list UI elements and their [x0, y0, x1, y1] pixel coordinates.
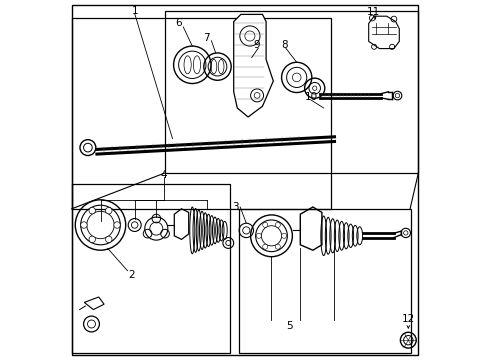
Text: 6: 6: [175, 18, 182, 28]
Circle shape: [89, 207, 95, 214]
Circle shape: [275, 244, 280, 249]
Text: 3: 3: [232, 202, 238, 212]
Text: 1: 1: [131, 6, 138, 16]
Bar: [165, 11, 418, 173]
Bar: [239, 209, 410, 353]
Circle shape: [114, 222, 120, 228]
Circle shape: [256, 233, 261, 238]
Circle shape: [81, 222, 87, 228]
Polygon shape: [233, 14, 273, 117]
Circle shape: [275, 222, 280, 228]
Text: 10: 10: [304, 92, 317, 102]
Text: 11: 11: [366, 6, 379, 17]
Circle shape: [105, 207, 112, 214]
Text: 4: 4: [160, 170, 166, 180]
Text: 9: 9: [253, 40, 260, 50]
Text: 7: 7: [203, 33, 209, 43]
Circle shape: [262, 222, 267, 228]
Text: 8: 8: [280, 40, 287, 50]
Bar: [72, 184, 230, 353]
Text: 2: 2: [127, 270, 134, 280]
Circle shape: [281, 233, 286, 238]
Polygon shape: [368, 16, 399, 49]
Bar: [72, 18, 330, 209]
Circle shape: [89, 236, 95, 243]
Text: 5: 5: [285, 321, 292, 331]
Circle shape: [105, 236, 112, 243]
Circle shape: [262, 244, 267, 249]
Text: 12: 12: [401, 314, 414, 324]
